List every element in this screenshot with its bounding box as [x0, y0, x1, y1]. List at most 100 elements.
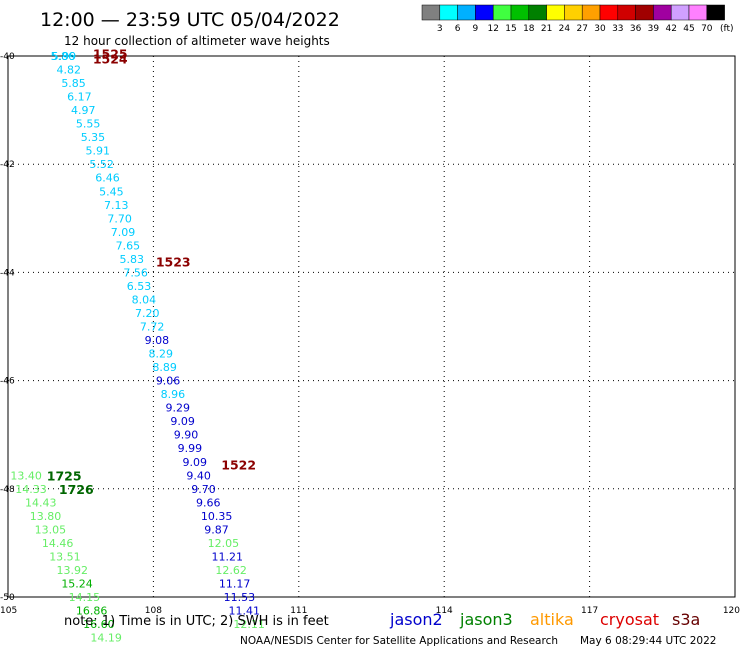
data-point-jason2: 12.62 — [215, 564, 247, 577]
data-point-jason2: 8.89 — [152, 361, 177, 374]
legend-swatch — [599, 4, 619, 21]
data-point-jason2: 5.83 — [119, 253, 143, 266]
data-point-jason2: 8.04 — [132, 293, 157, 306]
data-point-jason2: 9.99 — [178, 442, 203, 455]
data-point-jason2: 11.17 — [219, 577, 251, 590]
time-label: 1725 — [47, 468, 82, 483]
legend-label: 12 — [487, 24, 498, 34]
data-point-jason2: 5.86 — [51, 50, 76, 63]
footer-timestamp: May 6 08:29:44 UTC 2022 — [580, 635, 716, 647]
color-legend: 3 6 9 12 15 18 21 24 27 30 33 36 39 42 45 70 (ft) — [421, 4, 734, 34]
y-tick-label: -44 — [0, 268, 15, 278]
data-point-jason2: 9.09 — [170, 415, 195, 428]
data-point-jason2: 5.52 — [89, 158, 114, 171]
legend-swatch — [706, 4, 725, 21]
legend-swatch — [510, 4, 530, 21]
data-point-jason3: 13.51 — [49, 550, 81, 563]
data-point-jason2: 5.35 — [81, 131, 106, 144]
data-point-jason2: 9.40 — [186, 469, 211, 482]
data-point-jason3: 14.19 — [90, 632, 122, 645]
legend-label: 21 — [541, 24, 552, 34]
legend-label: 45 — [683, 24, 694, 34]
data-point-jason2: 5.55 — [76, 118, 101, 131]
x-tick-label: 111 — [290, 606, 307, 616]
data-point-jason2: 9.29 — [166, 402, 191, 415]
footer-credit: NOAA/NESDIS Center for Satellite Applica… — [240, 635, 558, 647]
legend-swatch — [635, 4, 654, 21]
legend-swatch — [475, 4, 494, 21]
data-point-jason2: 9.09 — [182, 456, 207, 469]
data-point-jason2: 9.87 — [204, 523, 229, 536]
data-point-jason2: 9.90 — [174, 429, 199, 442]
legend-swatch — [546, 4, 565, 21]
x-tick-label: 117 — [581, 606, 598, 616]
legend-label: 33 — [612, 24, 623, 34]
satellite-jason2: jason2 — [389, 610, 443, 629]
data-point-jason3: 13.40 — [10, 469, 42, 482]
data-point-jason3: 16.60 — [83, 618, 115, 631]
data-labels: 5.865.994.825.856.174.975.555.355.915.52… — [10, 46, 264, 644]
data-point-jason2: 4.82 — [56, 64, 81, 77]
legend-swatch — [457, 4, 476, 21]
satellite-s3a: s3a — [672, 610, 700, 629]
legend-label: 30 — [594, 24, 606, 34]
data-point-jason3: 14.46 — [42, 537, 74, 550]
data-point-jason2: 5.85 — [61, 77, 86, 90]
data-point-jason2: 11.41 — [229, 605, 260, 618]
data-point-jason2: 12.05 — [208, 537, 240, 550]
legend-unit: (ft) — [720, 24, 734, 34]
legend-label: 24 — [559, 24, 571, 34]
data-point-jason2: 11.53 — [224, 591, 256, 604]
data-point-jason2: 8.96 — [161, 388, 186, 401]
data-point-jason2: 8.29 — [149, 348, 174, 361]
plot-area: 105 108 111 114 117 120 -40 -42 -44 -46 -48 -50 5.8… — [0, 46, 740, 644]
legend-label: 70 — [701, 24, 713, 34]
legend-label: 39 — [648, 24, 660, 34]
data-point-jason2: 6.17 — [67, 91, 92, 104]
data-point-jason2: 4.97 — [71, 104, 96, 117]
data-point-jason2: 10.35 — [201, 510, 233, 523]
data-point-jason2: 5.45 — [99, 185, 124, 198]
data-point-jason2: 9.08 — [145, 334, 170, 347]
data-point-jason2: 11.21 — [212, 550, 244, 563]
data-point-jason3: 15.24 — [61, 577, 93, 590]
x-tick-label: 114 — [436, 606, 453, 616]
y-tick-label: -48 — [0, 485, 15, 495]
time-label: 1525 — [93, 46, 128, 61]
legend-swatch — [688, 4, 708, 21]
y-tick-label: -50 — [0, 593, 15, 603]
data-point-jason3: 16.86 — [76, 605, 108, 618]
legend-swatch — [564, 4, 583, 21]
legend-swatch — [670, 4, 690, 21]
legend-swatch — [421, 4, 441, 21]
data-point-jason2: 7.09 — [111, 226, 135, 239]
satellite-jason3: jason3 — [459, 610, 513, 629]
data-point-jason2: 9.06 — [156, 375, 181, 388]
legend-label: 9 — [473, 24, 479, 34]
data-point-jason3: 13.92 — [56, 564, 88, 577]
time-label: 1522 — [221, 457, 256, 472]
note-text: note: 1) Time is in UTC; 2) SWH is in fe… — [64, 614, 329, 629]
data-point-jason2: 7.65 — [116, 239, 141, 252]
satellite-altika: altika — [530, 610, 574, 629]
data-point-jason2: 7.13 — [104, 199, 128, 212]
satellite-cryosat: cryosat — [600, 610, 659, 629]
data-point-jason3: 14.43 — [25, 496, 57, 509]
data-point-jason2: 5.91 — [86, 145, 111, 158]
time-label: 1726 — [59, 482, 94, 497]
plot-frame — [7, 55, 736, 598]
legend-swatch — [492, 4, 512, 21]
legend-label: 6 — [455, 24, 461, 34]
legend-label: 42 — [665, 24, 676, 34]
x-tick-label: 105 — [0, 606, 17, 616]
data-point-jason2: 7.70 — [107, 212, 131, 225]
chart-subtitle: 12 hour collection of altimeter wave hei… — [64, 34, 330, 48]
legend-label: 27 — [576, 24, 587, 34]
legend-swatch — [528, 4, 547, 21]
x-tick-label: 120 — [723, 606, 740, 616]
data-point-jason2: 6.53 — [127, 280, 152, 293]
legend-label: 15 — [505, 24, 516, 34]
axis-ticks: 105 108 111 114 117 120 -40 -42 -44 -46 -48 -50 — [0, 52, 740, 616]
data-point-jason2: 7.56 — [123, 266, 148, 279]
